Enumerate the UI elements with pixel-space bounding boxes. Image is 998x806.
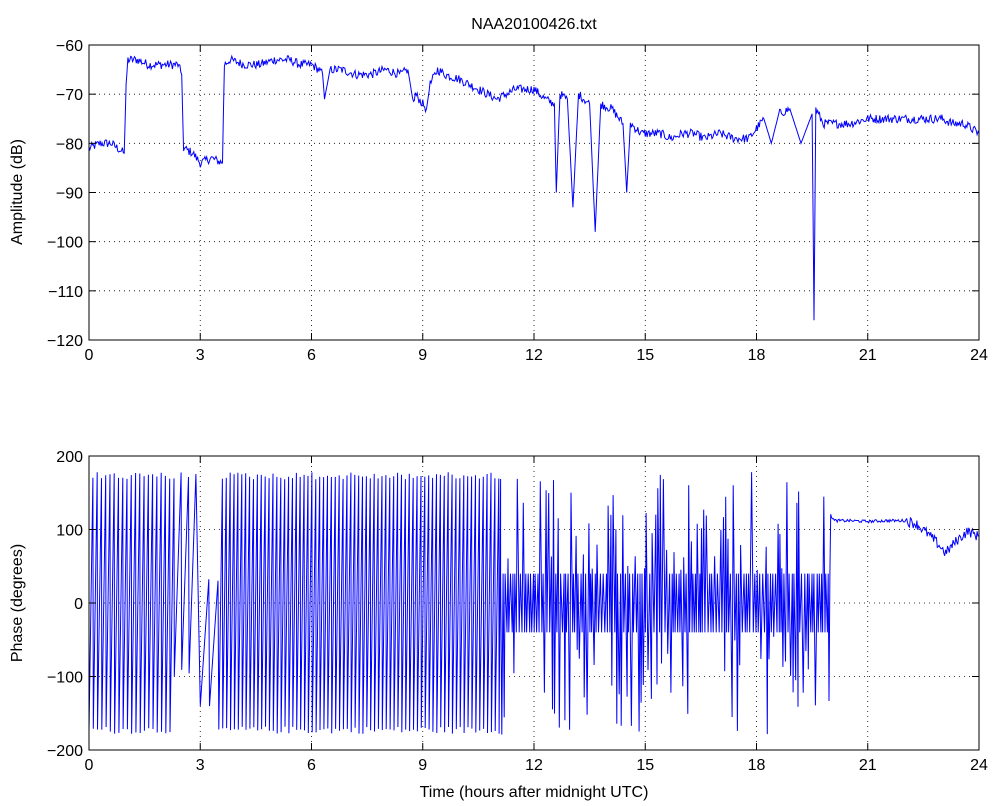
y-tick-label: −200: [47, 743, 83, 760]
x-tick-label: 0: [85, 757, 94, 774]
amplitude-series: [88, 54, 980, 321]
x-tick-label: 21: [859, 757, 877, 774]
y-tick-label: −120: [47, 333, 83, 350]
x-tick-label: 18: [748, 757, 766, 774]
amplitude-grid: [89, 45, 979, 340]
amplitude-line: [88, 54, 980, 321]
y-tick-label: 100: [56, 523, 83, 540]
x-tick-label: 3: [196, 757, 205, 774]
x-tick-label: 18: [748, 347, 766, 364]
y-tick-label: −70: [56, 87, 83, 104]
amplitude-plot: 0 3 6 9 12 15 18 21 24 −120 −110 −100 −90 −80 −70 −60 A…: [9, 38, 988, 364]
x-tick-label: 6: [307, 757, 316, 774]
y-tick-label: −110: [48, 284, 83, 301]
phase-ticks: 0 3 6 9 12 15 18 21 24 −200 −100 0 100 200: [47, 449, 988, 774]
x-tick-label: 12: [525, 757, 543, 774]
x-tick-label: 24: [970, 757, 988, 774]
y-tick-label: −90: [56, 186, 83, 203]
y-tick-label: 200: [56, 449, 83, 466]
x-tick-label: 0: [85, 347, 94, 364]
y-tick-label: −60: [56, 38, 83, 55]
figure-title: NAA20100426.txt: [471, 16, 597, 33]
y-tick-label: −80: [56, 136, 83, 153]
phase-plot: 0 3 6 9 12 15 18 21 24 −200 −100 0 100 200 Phase (deg…: [9, 449, 988, 801]
x-tick-label: 24: [970, 347, 988, 364]
y-tick-label: −100: [47, 235, 83, 252]
x-tick-label: 15: [636, 757, 654, 774]
phase-series: [88, 472, 979, 735]
y-tick-label: −100: [47, 670, 83, 687]
x-tick-label: 21: [859, 347, 877, 364]
x-tick-label: 6: [307, 347, 316, 364]
x-tick-label: 15: [636, 347, 654, 364]
x-tick-label: 3: [196, 347, 205, 364]
phase-ylabel: Phase (degrees): [9, 544, 26, 662]
x-tick-label: 9: [418, 757, 427, 774]
x-tick-label: 12: [525, 347, 543, 364]
phase-line: [88, 472, 979, 735]
phase-xlabel: Time (hours after midnight UTC): [420, 784, 649, 801]
amplitude-ylabel: Amplitude (dB): [9, 139, 26, 245]
amplitude-ticks: 0 3 6 9 12 15 18 21 24 −120 −110 −100 −90 −80 −70 −60: [47, 38, 988, 364]
y-tick-label: 0: [74, 596, 83, 613]
x-tick-label: 9: [418, 347, 427, 364]
